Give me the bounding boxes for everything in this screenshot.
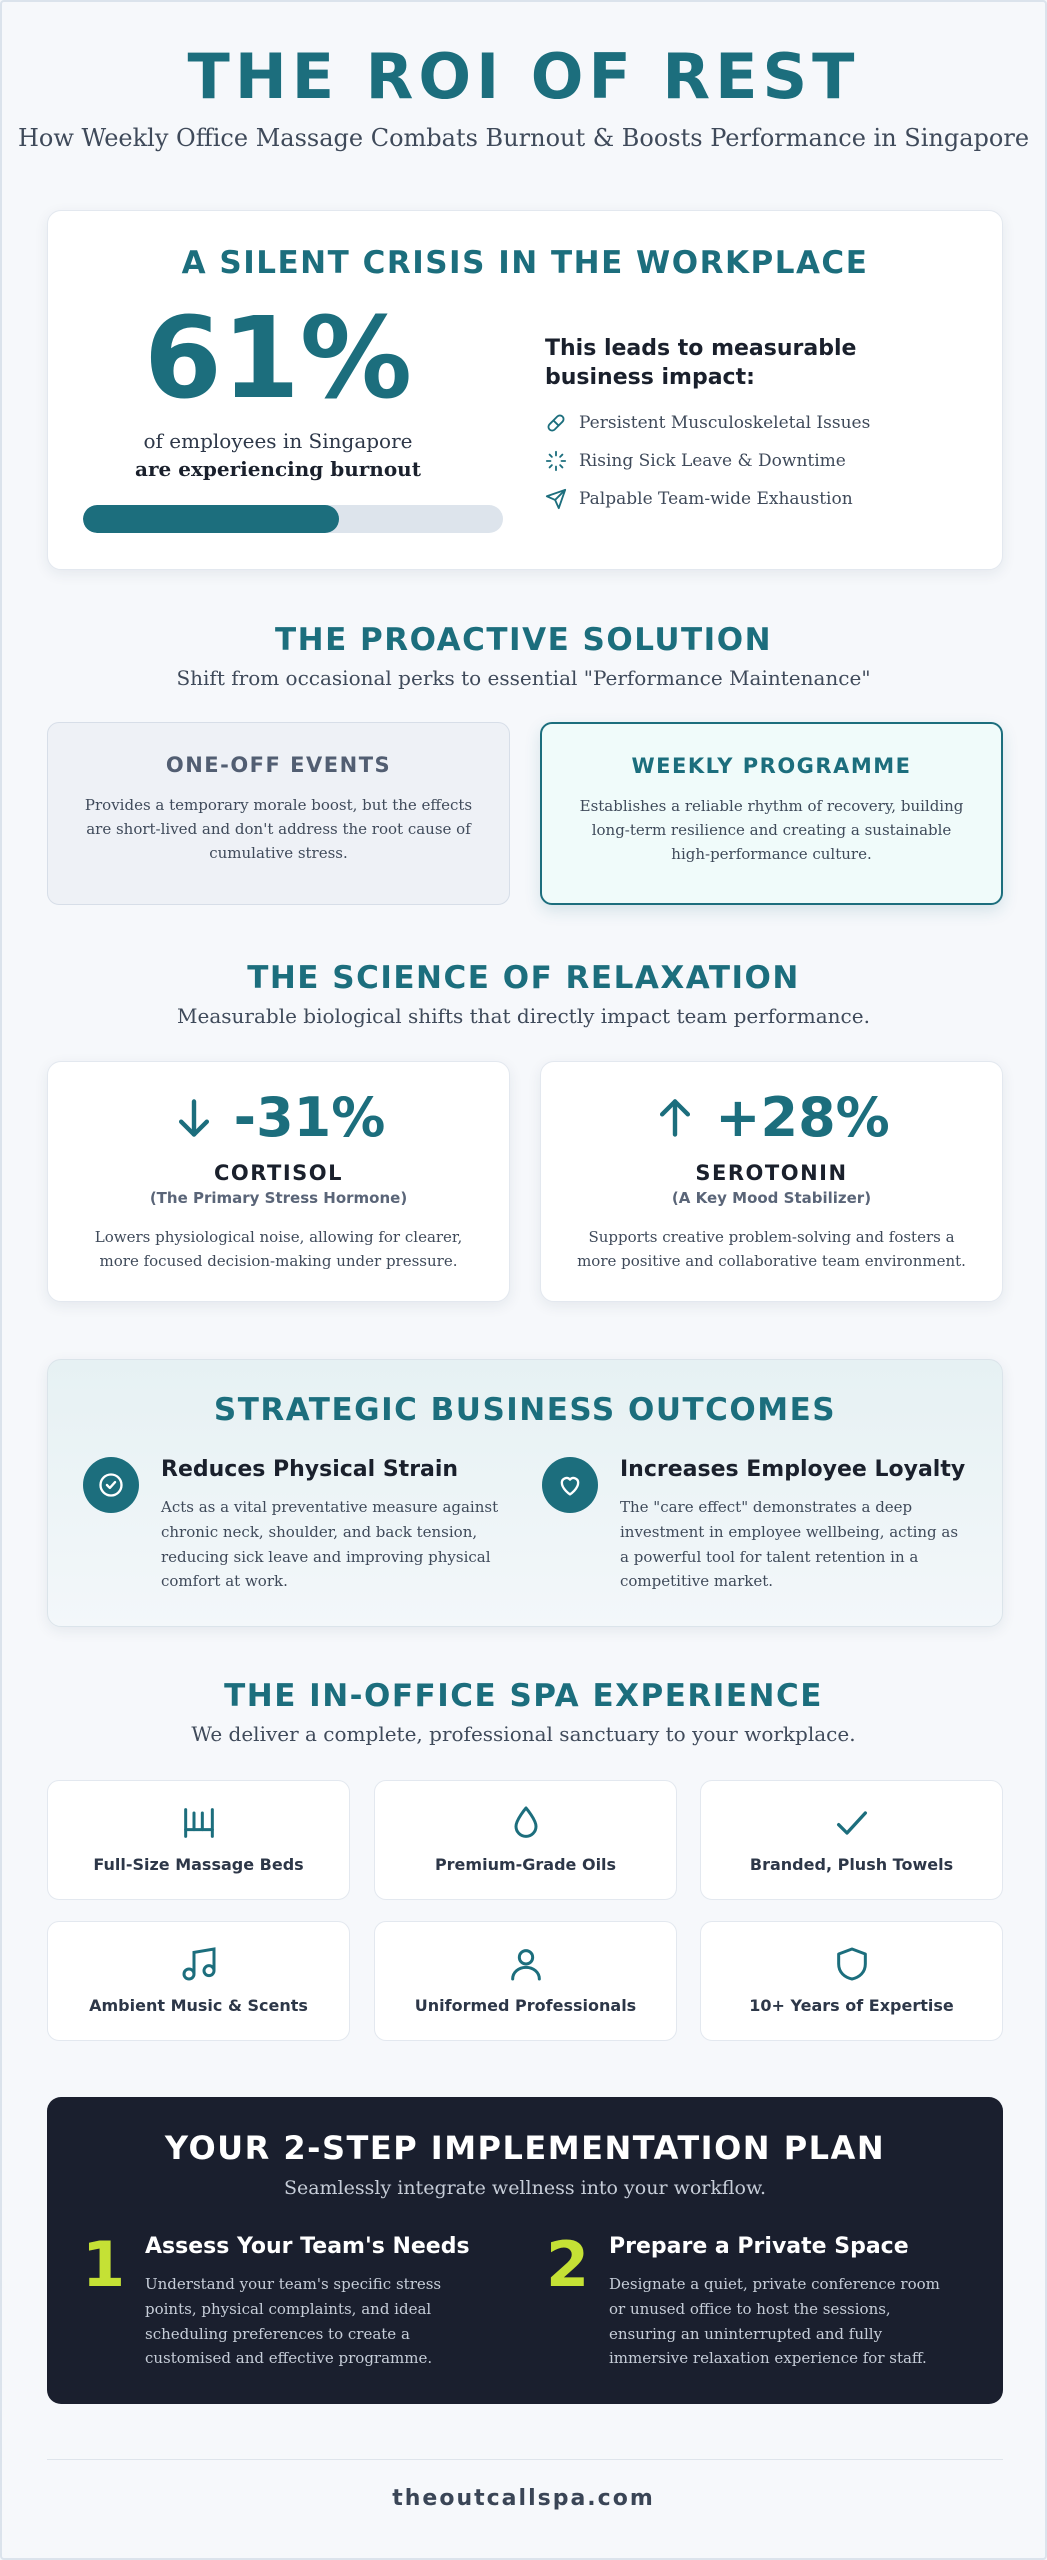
spa-feature-label: 10+ Years of Expertise	[749, 1996, 954, 2015]
spa-feature-label: Ambient Music & Scents	[89, 1996, 308, 2015]
spa-feature-label: Uniformed Professionals	[414, 1996, 637, 2015]
one-off-events-title: ONE-OFF EVENTS	[165, 753, 392, 777]
impact-list: Persistent Musculoskeletal Issues Rising…	[545, 404, 870, 518]
spa-feature-card: Ambient Music & Scents	[47, 1921, 350, 2041]
user-icon	[506, 1944, 546, 1984]
step-number: 2	[546, 2228, 590, 2301]
spa-feature-card: Premium-Grade Oils	[374, 1780, 677, 1900]
science-title: THE SCIENCE OF RELAXATION	[247, 960, 800, 996]
shield-icon	[832, 1944, 872, 1984]
spa-feature-card: Full-Size Massage Beds	[47, 1780, 350, 1900]
impact-item: Rising Sick Leave & Downtime	[545, 442, 870, 480]
step-desc: Designate a quiet, private conference ro…	[609, 2275, 940, 2368]
bandage-icon	[545, 412, 567, 434]
massage-bed-icon	[179, 1803, 219, 1843]
arrow-up-icon	[653, 1093, 697, 1143]
outcomes-title: STRATEGIC BUSINESS OUTCOMES	[213, 1392, 837, 1428]
solution-subtitle: Shift from occasional perks to essential…	[176, 666, 871, 690]
spa-subtitle: We deliver a complete, professional sanc…	[191, 1722, 856, 1746]
step-number: 1	[82, 2228, 126, 2301]
cortisol-name: CORTISOL	[214, 1161, 343, 1185]
oil-drop-icon	[506, 1803, 546, 1843]
impact-label: Rising Sick Leave & Downtime	[579, 451, 846, 471]
arrow-down-icon	[172, 1093, 216, 1143]
spa-feature-card: Uniformed Professionals	[374, 1921, 677, 2041]
science-subtitle: Measurable biological shifts that direct…	[177, 1004, 870, 1028]
footer-divider	[47, 2459, 1003, 2460]
serotonin-stat: +28%	[541, 1086, 1002, 1149]
spa-title: THE IN-OFFICE SPA EXPERIENCE	[224, 1678, 823, 1714]
impact-label: Palpable Team-wide Exhaustion	[579, 489, 853, 509]
step-title: Prepare a Private Space	[609, 2234, 909, 2259]
crisis-title: A SILENT CRISIS IN THE WORKPLACE	[181, 245, 869, 281]
impact-item: Palpable Team-wide Exhaustion	[545, 480, 870, 518]
spa-feature-card: 10+ Years of Expertise	[700, 1921, 1003, 2041]
one-off-events-card: ONE-OFF EVENTS Provides a temporary mora…	[47, 722, 510, 905]
heart-icon	[542, 1457, 598, 1513]
impact-label: Persistent Musculoskeletal Issues	[579, 413, 871, 433]
outcome-title: Increases Employee Loyalty	[620, 1457, 966, 1482]
implementation-plan-card: YOUR 2-STEP IMPLEMENTATION PLAN Seamless…	[47, 2097, 1003, 2404]
outcome-desc: The "care effect" demonstrates a deep in…	[620, 1498, 959, 1591]
spa-feature-label: Branded, Plush Towels	[749, 1855, 954, 1874]
impact-item: Persistent Musculoskeletal Issues	[545, 404, 870, 442]
weekly-programme-desc: Establishes a reliable rhythm of recover…	[579, 797, 964, 863]
cortisol-value: -31%	[233, 1086, 386, 1149]
step-desc: Understand your team's specific stress p…	[145, 2275, 442, 2368]
burnout-progress-fill	[83, 505, 340, 533]
cortisol-desc: Lowers physiological noise, allowing for…	[94, 1228, 463, 1270]
weekly-programme-card: WEEKLY PROGRAMME Establishes a reliable …	[540, 722, 1003, 905]
burnout-stat: 61%	[143, 294, 413, 424]
plan-title: YOUR 2-STEP IMPLEMENTATION PLAN	[164, 2129, 886, 2167]
burnout-stat-line2: are experiencing burnout	[135, 457, 421, 481]
serotonin-subtitle: (A Key Mood Stabilizer)	[671, 1189, 872, 1207]
serotonin-card: +28% SEROTONIN (A Key Mood Stabilizer) S…	[540, 1061, 1003, 1302]
cortisol-card: -31% CORTISOL (The Primary Stress Hormon…	[47, 1061, 510, 1302]
crisis-card: A SILENT CRISIS IN THE WORKPLACE 61% of …	[47, 210, 1003, 570]
plan-subtitle: Seamlessly integrate wellness into your …	[283, 2177, 767, 2199]
spa-feature-card: Branded, Plush Towels	[700, 1780, 1003, 1900]
impact-title: This leads to measurable business impact…	[545, 336, 857, 390]
page-title: THE ROI OF REST	[187, 40, 860, 113]
check-circle-icon	[83, 1457, 139, 1513]
serotonin-desc: Supports creative problem-solving and fo…	[577, 1228, 966, 1270]
paper-plane-icon	[545, 488, 567, 510]
outcome-desc: Acts as a vital preventative measure aga…	[161, 1498, 499, 1591]
burnout-progress-bar	[83, 505, 503, 533]
weekly-programme-title: WEEKLY PROGRAMME	[631, 754, 912, 778]
cortisol-stat: -31%	[48, 1086, 509, 1149]
serotonin-name: SEROTONIN	[695, 1161, 848, 1185]
cortisol-subtitle: (The Primary Stress Hormone)	[149, 1189, 408, 1207]
serotonin-value: +28%	[715, 1086, 890, 1149]
music-note-icon	[179, 1944, 219, 1984]
footer-website-link[interactable]: theoutcallspa.com	[392, 2486, 655, 2511]
solution-title: THE PROACTIVE SOLUTION	[274, 622, 773, 658]
spa-feature-label: Full-Size Massage Beds	[93, 1855, 304, 1874]
one-off-events-desc: Provides a temporary morale boost, but t…	[84, 796, 473, 862]
step-title: Assess Your Team's Needs	[145, 2234, 470, 2259]
checkmark-icon	[832, 1803, 872, 1843]
spa-feature-label: Premium-Grade Oils	[434, 1855, 617, 1874]
loader-icon	[545, 450, 567, 472]
outcome-title: Reduces Physical Strain	[161, 1457, 459, 1482]
page-subtitle: How Weekly Office Massage Combats Burnou…	[17, 124, 1030, 152]
outcomes-card: STRATEGIC BUSINESS OUTCOMES Reduces Phys…	[47, 1359, 1003, 1627]
burnout-stat-line1: of employees in Singapore	[143, 429, 413, 453]
